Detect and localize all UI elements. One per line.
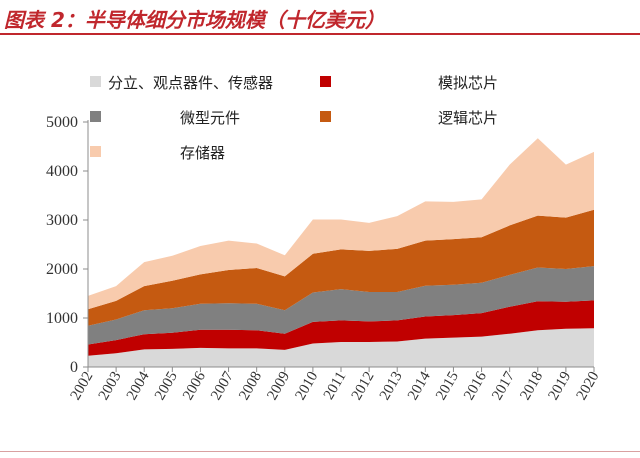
x-axis-ticks: 2002 2003 2004 2005 2006 2007 2008 2009 2010 2011… [68,367,603,403]
y-axis-ticks: 0 1000 2000 3000 4000 5000 [46,114,88,376]
figure-title: 图表 2：半导体细分市场规模（十亿美元） [4,8,385,32]
figure-header: 图表 2：半导体细分市场规模（十亿美元） [0,0,640,40]
y-tick-label: 1000 [46,310,78,327]
y-tick-label: 0 [70,359,78,376]
x-tick-label: 2019 [545,369,574,403]
legend-swatch [90,76,101,87]
area-layers [88,138,594,367]
x-tick-label: 2020 [574,369,603,403]
legend-label: 模拟芯片 [438,74,498,92]
legend-swatch [90,146,101,157]
x-tick-label: 2007 [208,369,237,403]
y-tick-label: 2000 [46,261,78,278]
legend-label: 存储器 [180,144,225,162]
x-tick-label: 2004 [124,369,153,403]
area-series-4 [88,209,594,326]
x-tick-label: 2008 [236,369,265,403]
y-tick-label: 5000 [46,114,78,131]
x-tick-label: 2016 [461,369,490,403]
x-tick-label: 2010 [292,369,321,403]
x-tick-label: 2014 [405,369,434,403]
legend-swatch [320,76,331,87]
legend-label: 分立、观点器件、传感器 [108,74,273,92]
x-tick-label: 2017 [489,369,518,403]
legend-label: 逻辑芯片 [438,109,498,127]
area-series-2 [88,300,594,356]
area-series-3 [88,266,594,345]
area-series-1 [88,328,594,367]
x-tick-label: 2018 [517,369,546,403]
x-tick-label: 2013 [377,369,406,403]
legend-swatch [90,111,101,122]
area-series-5 [88,138,594,310]
x-tick-label: 2003 [96,369,125,403]
x-tick-label: 2015 [433,369,462,403]
x-tick-label: 2009 [264,369,293,403]
x-tick-label: 2005 [152,369,181,403]
y-tick-label: 4000 [46,163,78,180]
x-tick-label: 2012 [349,369,378,403]
footer-rule [0,451,640,452]
legend-label: 微型元件 [180,109,240,127]
x-tick-label: 2006 [180,369,209,403]
title-rule [0,33,640,35]
y-tick-label: 3000 [46,212,78,229]
legend-swatch [320,111,331,122]
x-tick-label: 2011 [321,369,350,403]
